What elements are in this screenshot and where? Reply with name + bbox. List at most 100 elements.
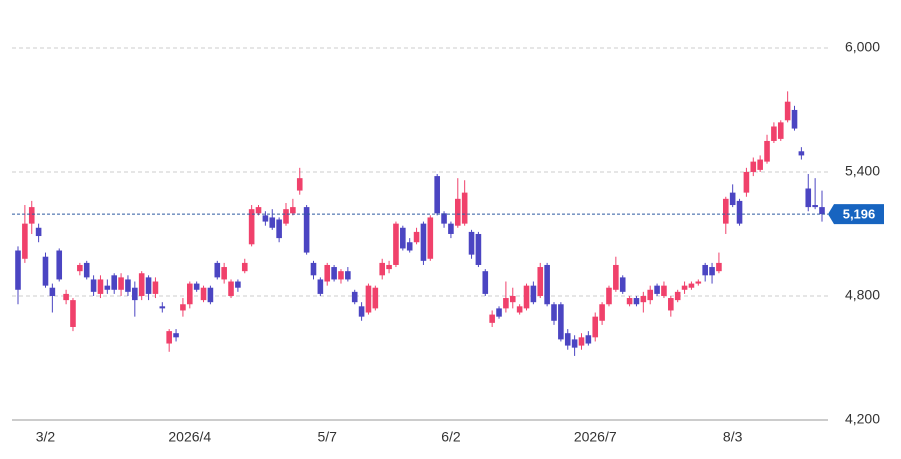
candle-body [77,264,83,272]
candle-body [551,304,557,321]
candle-body [771,126,777,141]
candle-body [434,176,440,214]
candle-body [420,223,427,261]
candle-body [750,161,757,172]
candle-body [310,262,317,276]
candle-body [606,287,612,305]
candle-body [626,298,633,305]
candle-body [475,233,482,265]
candle-body [633,298,640,305]
candle-body [448,223,454,234]
candle-body [235,281,241,288]
candle-body [674,291,681,301]
candle-body [49,287,56,296]
candle-body [118,277,124,290]
candle-body [63,293,69,301]
candle-body [523,285,530,309]
last-price-label: 5,196 [843,207,876,222]
candle-body [537,267,544,296]
candle-body [709,267,715,276]
candle-body [186,283,193,305]
candle-body [331,267,337,280]
candle-body [530,285,537,303]
candle-body [296,178,303,191]
candle-body [695,281,702,284]
x-tick-label: 8/3 [723,429,743,445]
candle-body [585,335,592,344]
x-tick-label: 5/7 [317,429,337,445]
candle-body [283,209,289,224]
y-tick-label: 6,000 [845,39,880,55]
candle-body [104,285,111,290]
candle-body [345,271,351,280]
candle-body [207,287,214,303]
candle-body [83,262,90,278]
candle-body [791,109,798,129]
x-tick-label: 6/2 [441,429,461,445]
candle-body [125,279,131,292]
candle-body [764,140,770,162]
candle-body [214,262,221,278]
candle-body [35,227,42,237]
last-price-tag [828,204,884,225]
candle-body [819,207,825,215]
candle-body [619,277,626,292]
y-tick-label: 5,400 [845,163,880,179]
candle-body [654,285,660,294]
candle-body [757,159,763,170]
y-tick-label: 4,200 [845,411,880,427]
x-tick-label: 3/2 [36,429,56,445]
candle-body [688,283,695,288]
y-tick-label: 4,800 [845,287,880,303]
candle-body [152,281,159,294]
candle-body [722,198,729,224]
candle-body [668,298,674,311]
candle-body [228,281,234,296]
candle-body [613,264,619,290]
candle-body [571,339,578,348]
candle-body [262,215,269,222]
candle-body [743,171,750,193]
candle-body [248,209,255,245]
candle-body [812,205,818,208]
candle-body [647,289,654,301]
candle-body [496,308,502,317]
candle-body [805,188,812,208]
candle-body [132,287,138,301]
candle-body [503,298,509,309]
candle-body [324,264,331,282]
candle-body [393,223,399,265]
candle-body [454,198,461,226]
candle-body [303,207,310,253]
candle-body [784,101,791,121]
candle-body [338,271,344,280]
candle-body [221,267,227,280]
candle-body [200,287,207,301]
candle-body [276,219,282,239]
candle-body [489,314,495,323]
candle-body [90,279,97,292]
candle-body [145,277,152,294]
candle-body [372,287,379,309]
candle-body [544,264,550,305]
candle-body [702,264,708,276]
candle-body [159,306,166,309]
candle-body [173,333,179,338]
candle-body [15,250,21,290]
x-tick-label: 2026/4 [168,429,211,445]
candle-body [427,217,434,259]
candle-body [599,304,605,321]
candle-body [97,279,104,294]
candle-body [509,295,516,303]
candle-body [441,213,447,224]
candle-body [351,291,358,303]
candle-body [777,122,784,139]
candle-body [193,283,200,290]
candle-body [56,250,63,280]
candle-body [413,231,420,243]
candle-body [716,262,722,272]
candle-body [358,306,365,317]
candle-body [70,300,76,327]
candle-body [180,304,186,311]
